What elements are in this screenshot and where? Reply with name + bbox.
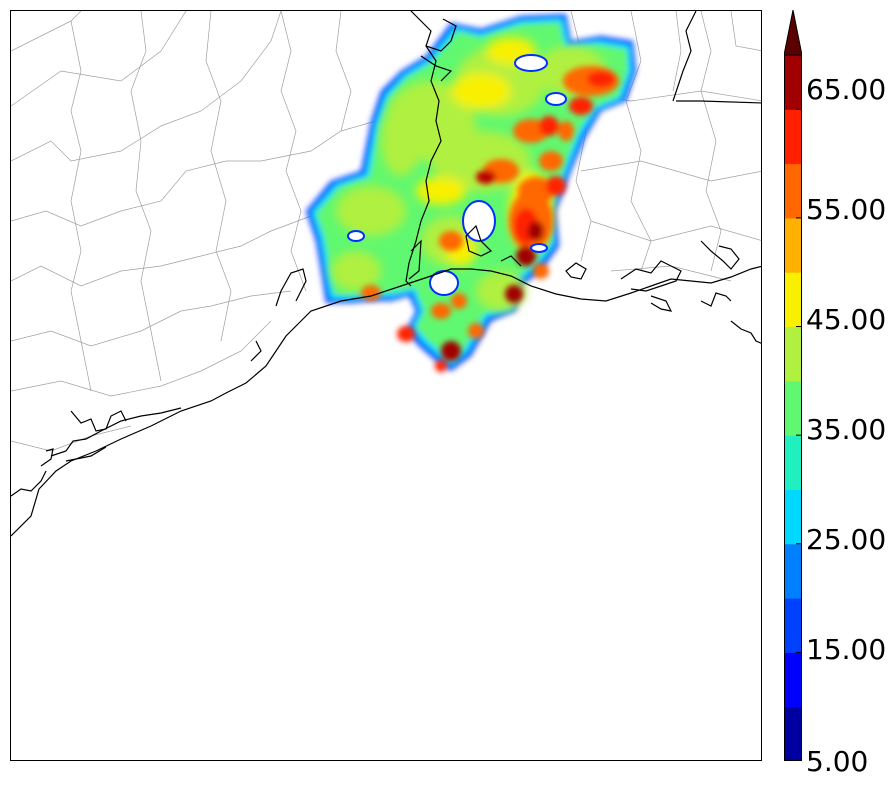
colorbar-border [784,54,802,761]
colorbar-segment [784,380,802,436]
colorbar-segment [784,489,802,545]
map-canvas [11,11,761,537]
county-boundaries [11,11,761,452]
colorbar-extend-arrow [784,10,802,56]
colorbar-segment [784,435,802,490]
colorbar-tick-label: 65.00 [806,73,887,106]
colorbar-segment [784,163,802,219]
colorbar-tick-label: 45.00 [806,303,887,336]
colorbar-segment [784,652,802,708]
colorbar-tick-label: 5.00 [806,745,869,778]
colorbar-segment [784,109,802,165]
colorbar-segment [784,217,802,273]
colorbar-tick-label: 55.00 [806,193,887,226]
colorbar-segment [784,272,802,328]
colorbar-segment [784,598,802,653]
colorbar-segment [784,543,802,599]
reflectivity-field [306,14,636,372]
colorbar-segment [784,326,802,382]
colorbar [784,10,802,761]
colorbar-tick-label: 15.00 [806,633,887,666]
colorbar-tick-label: 35.00 [806,413,887,446]
radar-map [10,10,762,761]
coastline [11,11,761,537]
colorbar-tick-label: 25.00 [806,523,887,556]
colorbar-segment [784,55,802,110]
colorbar-segment [784,706,802,761]
